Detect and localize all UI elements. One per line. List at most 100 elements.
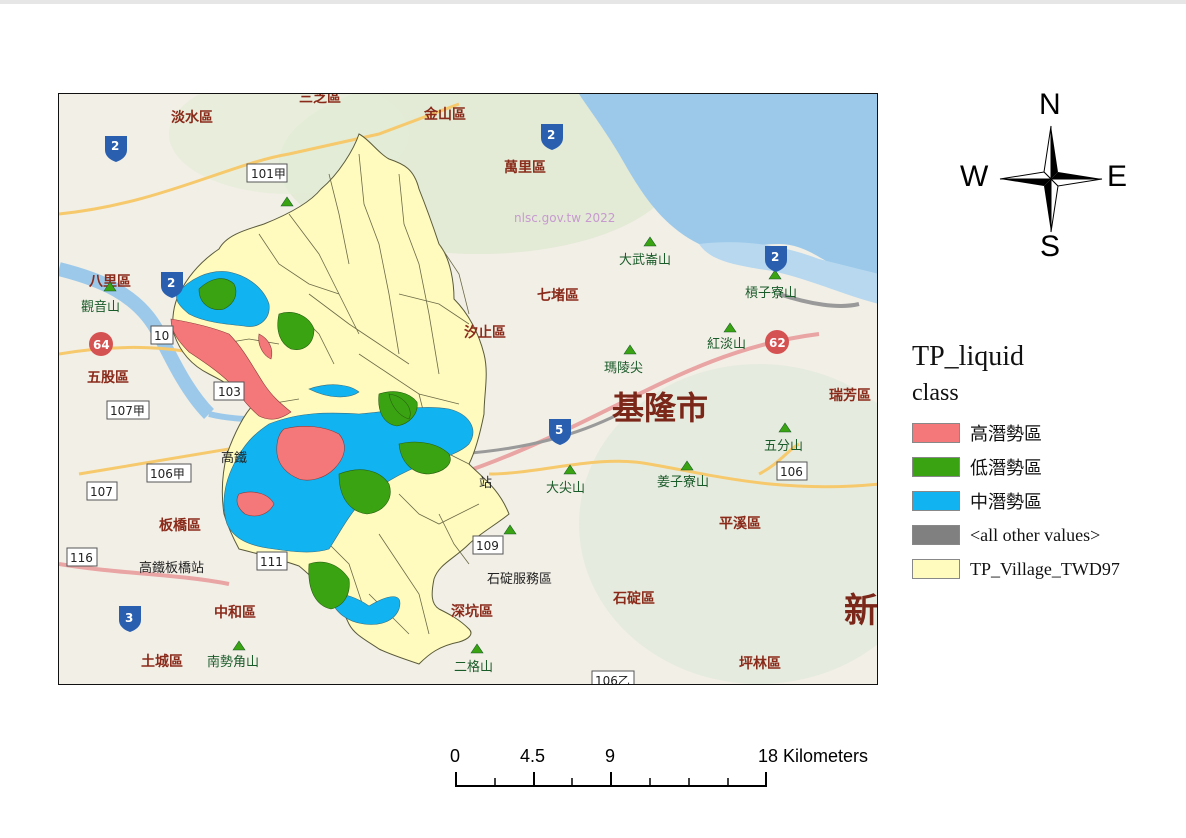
- place-label-xin: 新: [844, 591, 878, 631]
- place-label-zhonghe: 中和區: [214, 604, 256, 621]
- legend-item-label: <all other values>: [970, 524, 1101, 545]
- mountain-label-erge: 二格山: [454, 659, 493, 675]
- route-shields: 101甲 103 10 107甲 106甲 107 116 111 109 10…: [66, 163, 808, 685]
- service-area-label: 石碇服務區: [487, 572, 552, 587]
- mountain-icon: [643, 236, 657, 247]
- high-potential-zone: [258, 333, 273, 360]
- legend-swatch: [912, 457, 960, 477]
- mountain-icon: [623, 344, 637, 355]
- mountain-icon: [280, 196, 294, 207]
- place-label-wanli: 萬里區: [504, 159, 546, 176]
- compass-s: S: [1040, 230, 1061, 263]
- route-shield: 107甲: [110, 404, 145, 418]
- legend-item: 中潛勢區: [912, 484, 1172, 518]
- route-shield: 109: [476, 539, 499, 553]
- freeway-shield: 2: [771, 250, 779, 264]
- place-label-keelung: 基隆市: [612, 389, 708, 427]
- scale-label: 0: [450, 746, 461, 766]
- medium-potential-zone: [308, 384, 360, 398]
- provincial-shields: 64 62: [89, 330, 789, 356]
- legend-item: TP_Village_TWD97: [912, 552, 1172, 586]
- scale-bar-ruler: [455, 772, 767, 787]
- page-top-border: [0, 0, 1186, 4]
- low-potential-zone: [338, 469, 391, 515]
- road: [488, 459, 877, 489]
- low-potential-zone: [398, 441, 451, 475]
- mountain-icon: [680, 460, 694, 471]
- mountain-label-jiangzi: 姜子寮山: [657, 474, 709, 490]
- route-shield: 106甲: [150, 467, 185, 481]
- legend-item-label: 高潛勢區: [970, 424, 1042, 444]
- station-label-banqiao: 高鐵板橋站: [139, 560, 204, 576]
- highway: [59, 562, 230, 586]
- station-label: 站: [479, 476, 492, 491]
- route-shield: 106: [780, 465, 803, 479]
- route-shield: 107: [90, 485, 113, 499]
- mountain-icon: [778, 422, 792, 433]
- compass-n: N: [1039, 88, 1061, 121]
- watermark-text: nlsc.gov.tw 2022: [514, 211, 615, 225]
- scale-label: 9: [605, 746, 616, 766]
- provincial-shield: 62: [769, 336, 786, 350]
- compass-e: E: [1107, 160, 1128, 193]
- mountain-icon: [723, 322, 737, 333]
- provincial-shield: 64: [93, 338, 110, 352]
- route-shield: 111: [260, 555, 283, 569]
- place-label-pingxi: 平溪區: [719, 515, 761, 532]
- medium-potential-zone: [328, 593, 401, 625]
- high-potential-zone: [170, 318, 292, 420]
- route-shield: 106乙: [595, 674, 630, 685]
- mountain-label-dajian: 大尖山: [546, 481, 585, 496]
- freeway-shield: 2: [111, 139, 119, 153]
- mountain-label-dawu: 大武崙山: [619, 253, 671, 268]
- legend-item-label: 低潛勢區: [970, 458, 1042, 478]
- map-frame[interactable]: nlsc.gov.tw 2022 淡水區 三芝區 金山區 萬里區 八里區 五股區…: [58, 93, 878, 685]
- legend-item: <all other values>: [912, 518, 1172, 552]
- legend-item: 低潛勢區: [912, 450, 1172, 484]
- place-label-qidu: 七堵區: [537, 287, 579, 304]
- mountain-icon: [232, 640, 246, 651]
- route-shield: 101甲: [251, 167, 286, 181]
- route-shield: 103: [218, 385, 241, 399]
- map-canvas: nlsc.gov.tw 2022 淡水區 三芝區 金山區 萬里區 八里區 五股區…: [59, 94, 878, 685]
- place-label-danshui: 淡水區: [171, 109, 213, 126]
- mountain-icon: [470, 643, 484, 654]
- freeway-shield: 5: [555, 423, 563, 437]
- mountain-label-hongdan: 紅淡山: [707, 337, 746, 352]
- mountain-label-maling: 瑪陵尖: [604, 361, 643, 376]
- mountain-icon: [563, 464, 577, 475]
- road: [758, 442, 800, 476]
- north-arrow: N S W E: [960, 88, 1140, 268]
- freeway-shield: 2: [547, 128, 555, 142]
- mountain-label-wufen: 五分山: [764, 439, 803, 454]
- road: [59, 102, 460, 216]
- route-shield: 10: [154, 329, 169, 343]
- place-label-tucheng: 土城區: [141, 653, 183, 670]
- legend-item: 高潛勢區: [912, 416, 1172, 450]
- place-label-jinshan: 金山區: [423, 106, 466, 123]
- legend-item-label: 中潛勢區: [970, 492, 1042, 512]
- legend-swatch: [912, 423, 960, 443]
- scale-label: 18 Kilometers: [758, 746, 869, 766]
- highway: [458, 332, 820, 476]
- mountain-icon: [768, 269, 782, 280]
- place-label-pinglin: 坪林區: [739, 655, 781, 672]
- place-label-bali: 八里區: [88, 274, 131, 290]
- high-potential-zone: [236, 491, 275, 517]
- low-potential-zone: [308, 561, 350, 610]
- sea-area: [579, 94, 877, 276]
- route-shield: 116: [70, 551, 93, 565]
- place-label-wugu: 五股區: [87, 370, 129, 386]
- legend-title: TP_liquid: [912, 341, 1025, 372]
- railway: [778, 292, 860, 308]
- legend: TP_liquid class 高潛勢區 低潛勢區 中潛勢區 <all othe…: [912, 340, 1172, 586]
- compass-rose-icon: [999, 125, 1103, 233]
- high-potential-zone: [276, 425, 345, 481]
- low-potential-zone: [198, 278, 237, 310]
- scale-label: 4.5: [520, 746, 546, 766]
- place-label-banqiao: 板橋區: [159, 517, 201, 534]
- legend-swatch: [912, 559, 960, 579]
- low-potential-zone: [277, 312, 315, 350]
- place-label-shenkeng: 深坑區: [451, 603, 493, 620]
- sea-coast: [699, 242, 877, 304]
